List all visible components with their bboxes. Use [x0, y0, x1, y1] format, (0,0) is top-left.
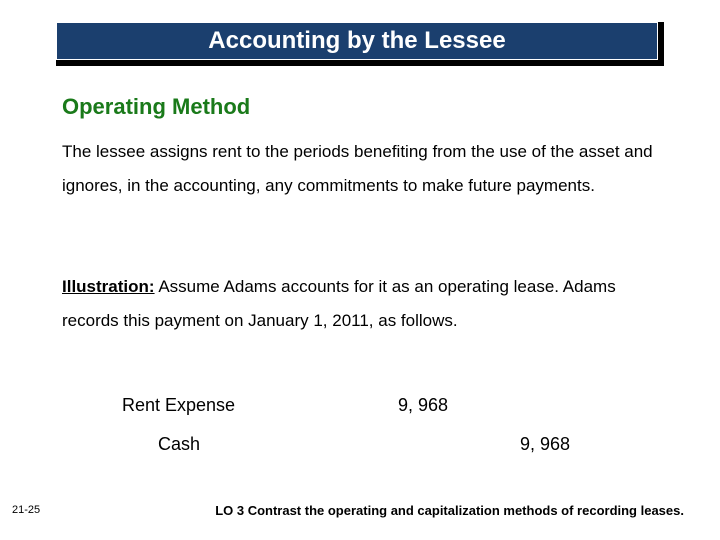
title-text: Accounting by the Lessee [208, 27, 505, 55]
slide-number: 21-25 [12, 504, 40, 516]
title-bar-shadow: Accounting by the Lessee [56, 22, 664, 66]
body-paragraph-1: The lessee assigns rent to the periods b… [62, 135, 662, 203]
journal-entry-account-1: Rent Expense [122, 395, 235, 416]
illustration-label: Illustration: [62, 277, 155, 296]
body-paragraph-2: Illustration: Assume Adams accounts for … [62, 270, 662, 338]
title-bar: Accounting by the Lessee [56, 22, 658, 60]
section-subheading: Operating Method [62, 94, 250, 120]
learning-objective: LO 3 Contrast the operating and capitali… [215, 503, 684, 518]
journal-entry-account-2: Cash [158, 434, 200, 455]
journal-entry-debit-1: 9, 968 [398, 395, 448, 416]
journal-entry-credit-2: 9, 968 [520, 434, 570, 455]
